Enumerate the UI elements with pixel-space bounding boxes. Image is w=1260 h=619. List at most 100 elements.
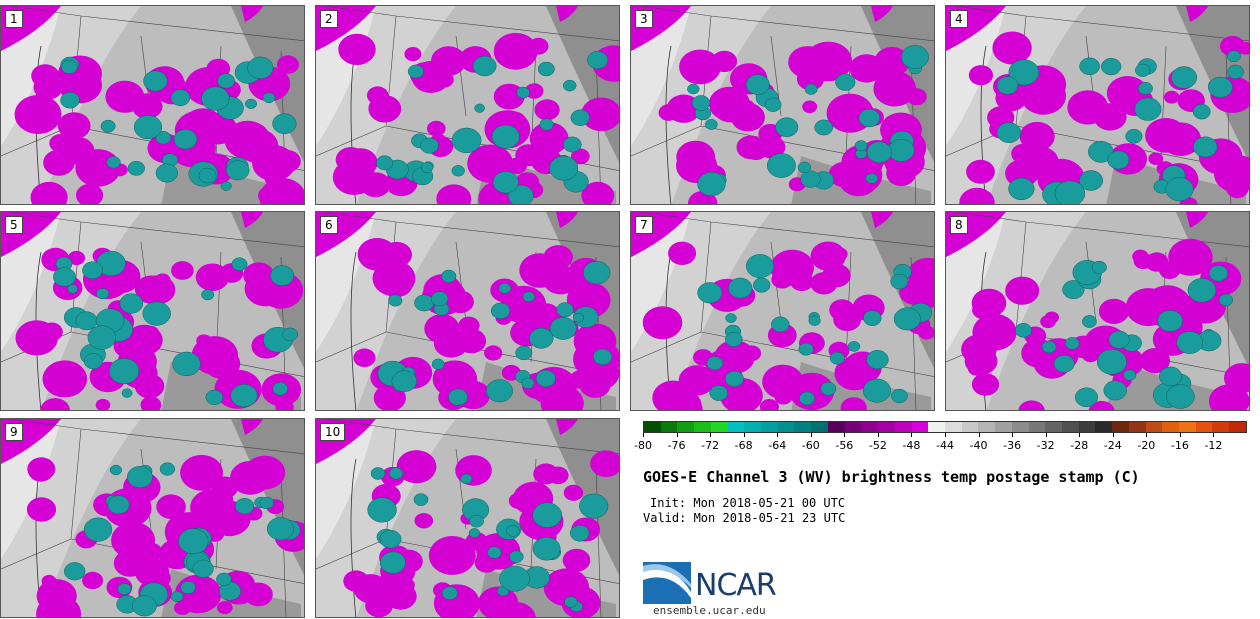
cold-cloud-top [1053,354,1075,373]
cold-cloud-top [217,73,235,89]
colorbar-tick-label: -24 [1103,439,1122,452]
cold-cloud-top [515,345,533,361]
cloud-cell [1011,143,1036,164]
cloud-cell [959,187,995,204]
colorbar-swatch [1011,422,1029,432]
cold-cloud-top [472,55,497,77]
cloud-cell [174,600,192,615]
colorbar-swatch [777,422,795,432]
cloud-cell [484,345,503,361]
colorbar-tick [710,433,712,437]
cold-cloud-top [798,342,814,356]
water-vapor-map [316,6,619,204]
cloud-cell [67,250,86,266]
water-vapor-map [946,6,1249,204]
cold-cloud-top [820,381,837,396]
cold-cloud-top [725,313,737,323]
cold-cloud-top [448,388,468,406]
cold-cloud-top [431,358,445,370]
cold-cloud-top [1170,66,1198,89]
cold-cloud-top [570,524,590,542]
cloud-cell [189,584,217,607]
cold-cloud-top [1192,104,1211,120]
cloud-cell [1145,117,1187,153]
cold-cloud-top [1187,278,1217,303]
colorbar-swatch [1095,422,1113,432]
colorbar-tick-label: -76 [667,439,686,452]
cold-cloud-top [420,137,439,154]
cloud-cell [1044,311,1059,324]
colorbar-swatch [677,422,695,432]
cloud-cell [543,245,573,270]
cold-cloud-top [728,277,753,299]
cold-cloud-top [1208,76,1233,98]
colorbar-swatch [1112,422,1129,432]
cloud-cell [1018,400,1045,410]
cloud-cell [1019,121,1055,152]
cold-cloud-top [499,565,530,592]
cloud-cell [873,70,916,107]
colorbar-swatch [861,422,879,432]
cloud-cell [515,144,542,167]
cold-cloud-top [753,277,771,293]
cold-cloud-top [996,76,1019,95]
cloud-cell [833,307,862,332]
cloud-cell [770,249,814,286]
water-vapor-map [631,6,934,204]
cold-cloud-top [687,83,700,95]
colorbar-ticks: -80 -76 -72 -68 -64 -60 -56 -52 -48 -44 -40 -36 -32 -… [634,433,1247,453]
cloud-cell [1139,348,1170,374]
cold-cloud-top [539,118,554,131]
cloud-cell [82,571,104,590]
cold-cloud-top [564,596,578,608]
cold-cloud-top [706,356,724,371]
cloud-cell [432,360,478,398]
cloud-cell [849,54,884,83]
cold-cloud-top [705,119,718,130]
cloud-cell [577,355,619,391]
cold-cloud-top [549,317,577,340]
colorbar-swatch [827,422,845,432]
valid-time: Valid: Mon 2018-05-21 23 UTC [643,511,846,525]
colorbar-tick [810,433,812,437]
cold-cloud-top [172,351,201,377]
cold-cloud-top [1218,293,1233,307]
cloud-cell [972,301,993,319]
panel-number: 5 [5,216,23,234]
cold-cloud-top [441,269,457,283]
cloud-cell [14,95,62,134]
cold-cloud-top [1137,81,1153,95]
cold-cloud-top [143,70,168,92]
cloud-cell [217,601,233,615]
cloud-cell [180,454,224,491]
colorbar-swatch [1212,422,1230,432]
cold-cloud-top [808,315,821,326]
cold-cloud-top [388,467,404,480]
colorbar-tick-label: -80 [634,439,652,452]
cold-cloud-top [142,301,171,326]
cold-cloud-top [570,109,590,126]
panel-number: 2 [320,10,338,28]
cold-cloud-top [1125,129,1143,144]
colorbar-tick [844,433,846,437]
cold-cloud-top [420,162,434,173]
cold-cloud-top [835,73,856,91]
map-panel-1: 1 [0,5,305,205]
cold-cloud-top [1075,387,1098,408]
cold-cloud-top [1101,58,1122,76]
cloud-cell [899,279,930,305]
cold-cloud-top [247,56,274,79]
cold-cloud-top [155,163,178,183]
panel-number: 8 [950,216,968,234]
cold-cloud-top [460,473,473,485]
cold-cloud-top [379,529,402,549]
cloud-cell [711,50,738,73]
cold-cloud-top [1062,280,1085,300]
cold-cloud-top [1103,380,1127,401]
cloud-cell [404,47,422,62]
cloud-cell [971,373,1000,396]
cold-cloud-top [1193,136,1218,158]
cloud-cell [217,492,234,507]
cold-cloud-top [587,51,609,70]
colorbar-tick-label: -56 [835,439,854,452]
